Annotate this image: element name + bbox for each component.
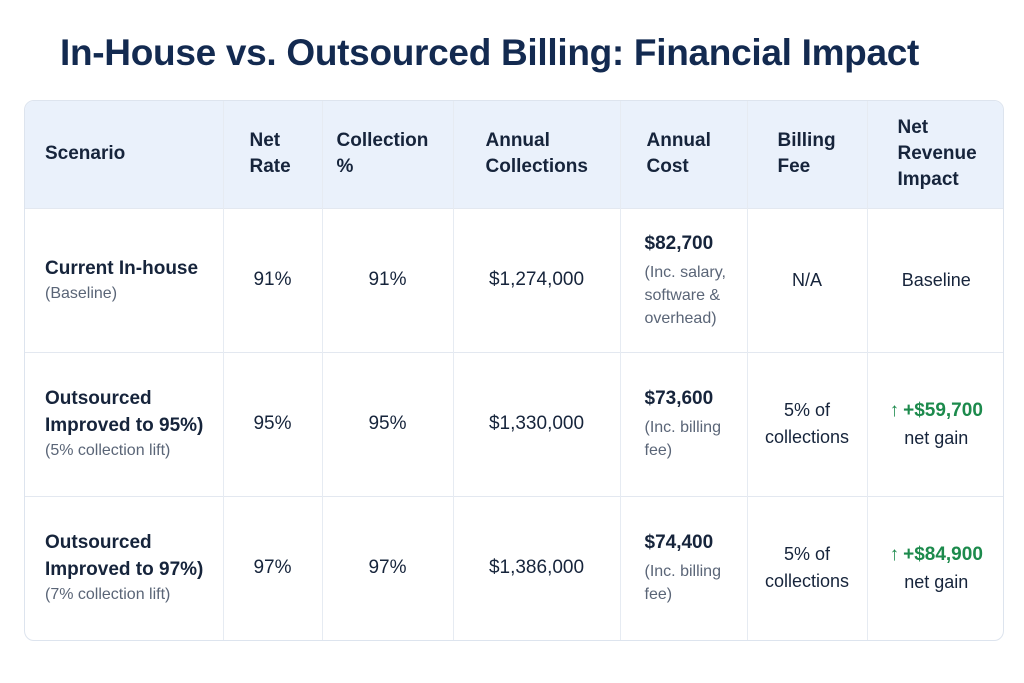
cell-collection-pct: 91%	[321, 207, 453, 352]
cell-annual-cost: $82,700 (Inc. salary, software & overhea…	[619, 207, 747, 352]
arrow-up-icon: ↑	[889, 400, 900, 421]
header-collection-pct: Collection %	[321, 101, 453, 208]
cell-net-revenue-impact: ↑ +$59,700 net gain	[866, 351, 1003, 496]
impact-value: +$59,700	[903, 400, 983, 421]
impact-gain: ↑ +$84,900	[878, 541, 996, 569]
cell-annual-collections: $1,386,000	[452, 495, 620, 640]
impact-subtitle: net gain	[904, 428, 969, 448]
cell-annual-collections: $1,330,000	[452, 351, 620, 496]
header-annual-collections: Annual Collections	[452, 101, 620, 208]
cell-net-rate: 91%	[222, 207, 322, 352]
page-title: In-House vs. Outsourced Billing: Financi…	[60, 32, 920, 73]
cell-annual-cost: $74,400 (Inc. billing fee)	[619, 495, 747, 640]
impact-value: Baseline	[901, 270, 971, 290]
cell-annual-collections: $1,274,000	[452, 207, 620, 352]
table-row: Outsourced Improved to 95%) (5% collecti…	[25, 351, 1003, 496]
cell-billing-fee: N/A	[746, 207, 867, 352]
table-row: Current In-house (Baseline) 91% 91% $1,2…	[25, 207, 1003, 352]
cell-collection-pct: 97%	[321, 495, 453, 640]
cell-net-rate: 97%	[222, 495, 322, 640]
cost-amount: $82,700	[644, 232, 714, 254]
scenario-name: Current In-house	[45, 257, 199, 279]
cell-net-revenue-impact: ↑ +$84,900 net gain	[866, 495, 1003, 640]
cell-annual-cost: $73,600 (Inc. billing fee)	[619, 351, 747, 496]
cell-billing-fee: 5% of collections	[746, 495, 867, 640]
cell-billing-fee: 5% of collections	[746, 351, 867, 496]
cost-note: (Inc. salary, software & overhead)	[644, 263, 727, 327]
cell-net-revenue-impact: Baseline	[866, 207, 1003, 352]
scenario-name: Outsourced Improved to 97%)	[45, 532, 204, 581]
cost-amount: $74,400	[644, 532, 714, 554]
header-net-rate: Net Rate	[222, 101, 322, 208]
header-scenario: Scenario	[25, 101, 223, 208]
cell-scenario: Outsourced Improved to 97%) (7% collecti…	[25, 495, 223, 640]
cost-note: (Inc. billing fee)	[644, 419, 721, 459]
header-net-revenue-impact: Net Revenue Impact	[866, 101, 1003, 208]
comparison-table: Scenario Net Rate Collection % Annual Co…	[25, 101, 1003, 640]
cell-scenario: Outsourced Improved to 95%) (5% collecti…	[25, 351, 223, 496]
table-row: Outsourced Improved to 97%) (7% collecti…	[25, 495, 1003, 640]
cost-amount: $73,600	[644, 388, 714, 409]
scenario-subtitle: (7% collection lift)	[45, 586, 171, 604]
arrow-up-icon: ↑	[889, 544, 900, 566]
header-annual-cost: Annual Cost	[619, 101, 747, 208]
scenario-subtitle: (Baseline)	[45, 284, 118, 302]
cell-scenario: Current In-house (Baseline)	[25, 207, 223, 352]
scenario-name: Outsourced Improved to 95%)	[45, 388, 204, 436]
cost-note: (Inc. billing fee)	[644, 563, 721, 604]
cell-net-rate: 95%	[222, 351, 322, 496]
table-header-row: Scenario Net Rate Collection % Annual Co…	[25, 101, 1003, 208]
cell-collection-pct: 95%	[321, 351, 453, 496]
header-billing-fee: Billing Fee	[746, 101, 867, 208]
scenario-subtitle: (5% collection lift)	[45, 442, 171, 459]
impact-value: +$84,900	[903, 544, 983, 566]
impact-gain: ↑ +$59,700	[878, 397, 996, 425]
impact-subtitle: net gain	[904, 572, 969, 593]
comparison-table-container: Scenario Net Rate Collection % Annual Co…	[24, 100, 1004, 641]
